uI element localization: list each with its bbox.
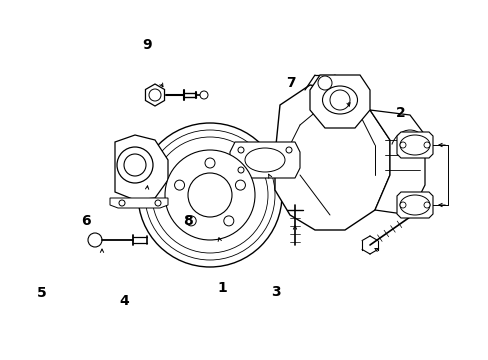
Text: 3: 3: [271, 285, 281, 298]
Circle shape: [88, 233, 102, 247]
Polygon shape: [309, 75, 369, 128]
Circle shape: [155, 200, 161, 206]
Circle shape: [138, 123, 282, 267]
Circle shape: [317, 76, 331, 90]
Polygon shape: [274, 85, 389, 230]
Circle shape: [235, 180, 245, 190]
Text: 6: 6: [81, 215, 90, 228]
Circle shape: [200, 91, 207, 99]
Circle shape: [149, 89, 161, 101]
Polygon shape: [110, 198, 168, 208]
Circle shape: [117, 147, 153, 183]
Circle shape: [238, 167, 244, 173]
Ellipse shape: [399, 195, 429, 215]
Circle shape: [238, 147, 244, 153]
Circle shape: [164, 150, 254, 240]
Text: 2: 2: [395, 107, 405, 120]
Polygon shape: [115, 135, 168, 200]
Polygon shape: [369, 110, 424, 215]
Circle shape: [124, 154, 146, 176]
Text: 9: 9: [142, 38, 151, 52]
Ellipse shape: [244, 148, 285, 172]
Circle shape: [204, 158, 215, 168]
Circle shape: [285, 147, 291, 153]
Polygon shape: [145, 84, 164, 106]
Circle shape: [187, 173, 231, 217]
Text: 7: 7: [285, 76, 295, 90]
Polygon shape: [229, 142, 299, 178]
Polygon shape: [396, 132, 432, 158]
Circle shape: [224, 216, 233, 226]
Circle shape: [423, 142, 429, 148]
Ellipse shape: [399, 135, 429, 155]
Circle shape: [399, 142, 405, 148]
Text: 4: 4: [120, 294, 129, 307]
Polygon shape: [396, 192, 432, 218]
Circle shape: [329, 90, 349, 110]
Circle shape: [119, 200, 125, 206]
Text: 5: 5: [37, 287, 46, 300]
Circle shape: [399, 202, 405, 208]
Text: 8: 8: [183, 215, 193, 228]
Circle shape: [174, 180, 184, 190]
Circle shape: [186, 216, 196, 226]
Circle shape: [423, 202, 429, 208]
Text: 1: 1: [217, 281, 227, 295]
Ellipse shape: [322, 86, 357, 114]
